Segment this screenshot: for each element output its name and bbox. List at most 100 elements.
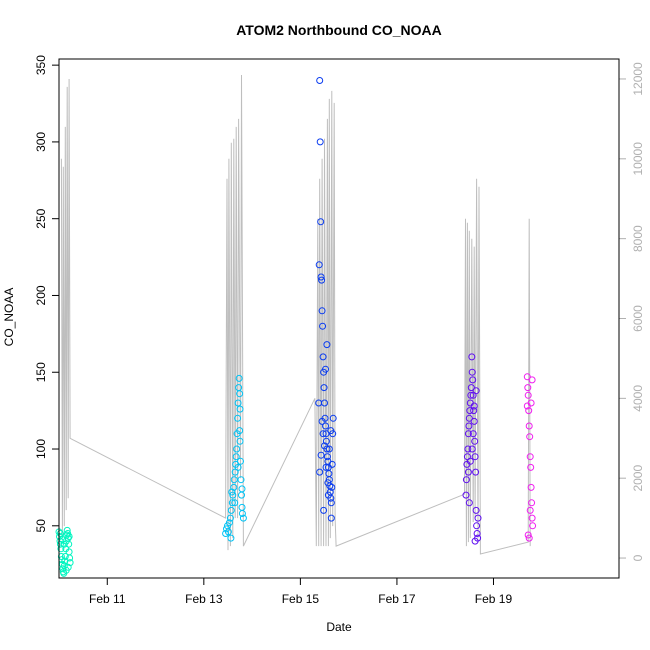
- data-point: [232, 453, 240, 461]
- data-point: [315, 261, 323, 269]
- x-axis-label: Date: [326, 620, 352, 634]
- y-tick-label: 300: [34, 132, 48, 152]
- data-point: [525, 422, 533, 430]
- data-point: [321, 442, 328, 450]
- data-point: [319, 322, 327, 330]
- x-tick-label: Feb 15: [282, 592, 320, 606]
- data-point: [237, 457, 244, 465]
- y-tick-label: 250: [34, 208, 48, 228]
- data-point: [225, 519, 233, 527]
- data-point: [230, 483, 238, 491]
- data-point: [329, 414, 337, 422]
- data-point: [322, 422, 329, 430]
- data-point: [235, 374, 243, 382]
- data-point: [318, 307, 326, 315]
- data-point: [56, 540, 64, 548]
- data-point: [239, 514, 247, 522]
- data-point: [236, 437, 244, 445]
- data-point: [61, 553, 69, 560]
- data-point: [467, 384, 475, 392]
- data-point: [464, 468, 472, 476]
- data-point: [238, 485, 246, 493]
- data-point: [327, 427, 335, 435]
- x-tick-label: Feb 11: [89, 592, 126, 606]
- data-point: [327, 514, 335, 522]
- data-point: [526, 453, 534, 461]
- data-point: [472, 468, 480, 476]
- data-point: [473, 530, 481, 537]
- data-point: [233, 445, 241, 453]
- data-point: [60, 562, 68, 570]
- data-point: [466, 457, 474, 465]
- data-point: [57, 553, 65, 560]
- data-point: [66, 559, 74, 567]
- data-point: [327, 499, 335, 507]
- data-point: [472, 506, 480, 514]
- data-point: [465, 422, 473, 430]
- data-point: [523, 373, 531, 381]
- data-point: [470, 407, 478, 415]
- data-point: [319, 430, 327, 438]
- y2-tick-label: 8000: [631, 225, 645, 252]
- plot-frame: [58, 58, 620, 579]
- data-point: [65, 540, 73, 548]
- data-point: [524, 391, 532, 399]
- data-point: [469, 376, 477, 384]
- data-point: [468, 445, 476, 453]
- data-point: [234, 463, 242, 471]
- chart-title: ATOM2 Northbound CO_NOAA: [236, 22, 442, 38]
- data-point: [472, 387, 480, 395]
- data-point: [319, 353, 327, 361]
- series-1: [222, 374, 247, 542]
- data-point: [526, 506, 534, 514]
- data-point: [524, 384, 532, 392]
- data-point: [528, 514, 536, 522]
- data-point: [466, 407, 474, 415]
- x-tick-label: Feb 19: [475, 592, 513, 606]
- data-point: [57, 545, 65, 553]
- data-point: [525, 407, 533, 415]
- y2-tick-label: 0: [631, 554, 645, 561]
- data-point: [464, 430, 472, 438]
- data-point: [234, 399, 242, 407]
- data-point: [237, 476, 245, 484]
- data-point: [228, 499, 236, 507]
- data-point: [238, 503, 246, 511]
- data-point: [236, 405, 244, 413]
- data-point: [322, 463, 330, 471]
- series-4: [523, 373, 537, 542]
- data-point: [317, 451, 325, 459]
- data-point: [318, 276, 326, 284]
- altitude-trace-layer: [60, 74, 531, 555]
- data-point: [227, 506, 235, 514]
- y2-tick-label: 6000: [631, 305, 645, 332]
- data-point: [63, 526, 71, 534]
- data-point: [524, 531, 532, 539]
- data-point: [325, 445, 333, 453]
- data-point: [224, 528, 232, 536]
- series-0: [55, 526, 74, 577]
- y2-tick-label: 4000: [631, 385, 645, 412]
- axes-layer: Feb 11 Feb 13 Feb 15 Feb 17 Feb 19 50 100 150 20…: [34, 55, 645, 606]
- data-point: [316, 77, 324, 84]
- x-tick-label: Feb 17: [378, 592, 416, 606]
- data-point: [64, 563, 72, 571]
- data-point: [321, 399, 328, 407]
- data-point: [527, 483, 535, 491]
- data-point: [323, 341, 331, 349]
- data-point: [523, 402, 531, 410]
- y2-tick-label: 10000: [631, 142, 645, 176]
- y-tick-label: 350: [34, 55, 48, 75]
- data-point: [527, 463, 535, 471]
- y-tick-label: 200: [34, 285, 48, 305]
- data-point: [469, 430, 477, 438]
- altitude-trace-line: [60, 74, 531, 555]
- y-tick-label: 100: [34, 439, 48, 459]
- data-point: [474, 514, 482, 522]
- data-point: [228, 488, 236, 496]
- data-point: [471, 453, 479, 461]
- data-point: [60, 540, 68, 548]
- data-point: [328, 460, 336, 468]
- data-point: [468, 368, 476, 376]
